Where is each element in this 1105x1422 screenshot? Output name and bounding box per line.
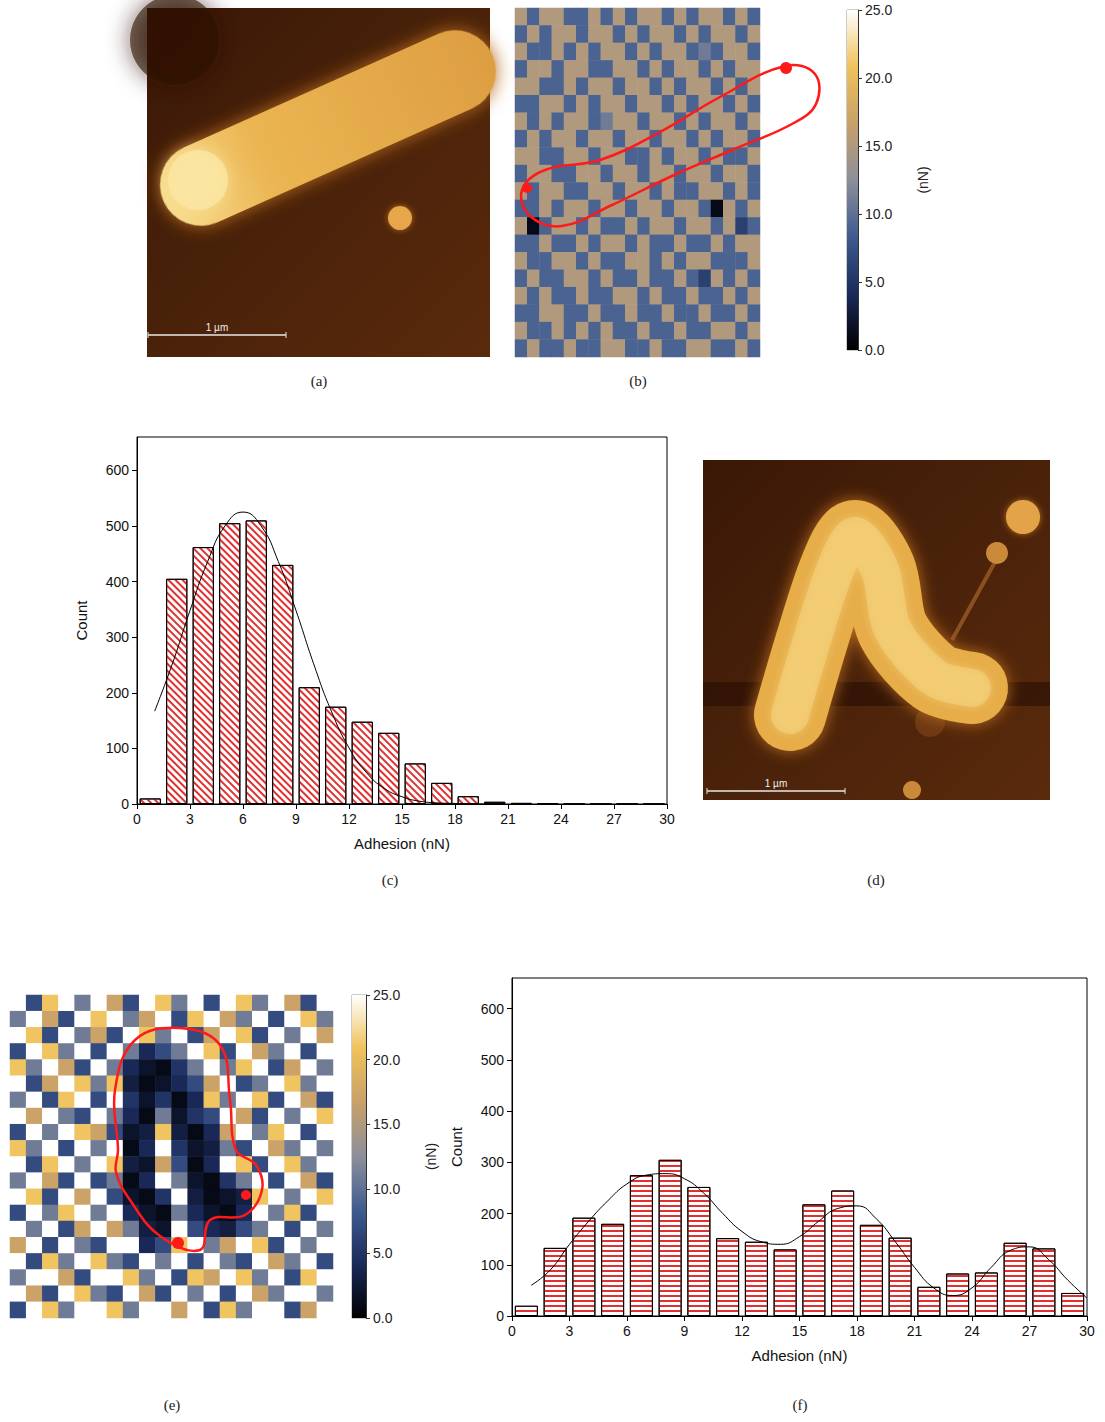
svg-text:20.0: 20.0	[865, 70, 892, 86]
svg-text:9: 9	[292, 811, 300, 827]
svg-text:100: 100	[106, 740, 130, 756]
svg-text:10.0: 10.0	[373, 1181, 400, 1197]
svg-text:200: 200	[481, 1206, 505, 1222]
svg-text:(c): (c)	[382, 872, 399, 889]
svg-text:30: 30	[659, 811, 675, 827]
svg-text:15: 15	[394, 811, 410, 827]
svg-text:24: 24	[553, 811, 569, 827]
svg-text:Count: Count	[448, 1126, 465, 1167]
svg-text:0: 0	[508, 1323, 516, 1339]
svg-text:24: 24	[964, 1323, 980, 1339]
svg-text:200: 200	[106, 685, 130, 701]
svg-text:20.0: 20.0	[373, 1052, 400, 1068]
svg-text:9: 9	[681, 1323, 689, 1339]
svg-text:(d): (d)	[867, 872, 885, 889]
svg-text:10.0: 10.0	[865, 206, 892, 222]
svg-text:0.0: 0.0	[373, 1310, 393, 1326]
svg-text:6: 6	[239, 811, 247, 827]
svg-text:6: 6	[623, 1323, 631, 1339]
svg-text:15: 15	[792, 1323, 808, 1339]
svg-text:(e): (e)	[164, 1397, 181, 1414]
svg-text:30: 30	[1079, 1323, 1095, 1339]
svg-text:(f): (f)	[793, 1397, 808, 1414]
svg-text:15.0: 15.0	[373, 1116, 400, 1132]
svg-text:300: 300	[481, 1154, 505, 1170]
svg-text:3: 3	[566, 1323, 574, 1339]
svg-text:21: 21	[907, 1323, 923, 1339]
svg-text:27: 27	[606, 811, 622, 827]
svg-text:1 µm: 1 µm	[206, 322, 228, 333]
svg-text:0: 0	[133, 811, 141, 827]
svg-text:Count: Count	[73, 600, 90, 641]
svg-text:3: 3	[186, 811, 194, 827]
svg-text:600: 600	[481, 1001, 505, 1017]
svg-text:0: 0	[496, 1308, 504, 1324]
svg-text:25.0: 25.0	[865, 2, 892, 18]
svg-text:600: 600	[106, 462, 130, 478]
svg-text:1 µm: 1 µm	[765, 778, 787, 789]
svg-text:300: 300	[106, 629, 130, 645]
svg-text:12: 12	[734, 1323, 750, 1339]
svg-text:500: 500	[106, 518, 130, 534]
svg-text:15.0: 15.0	[865, 138, 892, 154]
svg-text:18: 18	[849, 1323, 865, 1339]
svg-text:(nN): (nN)	[423, 1143, 439, 1170]
svg-text:400: 400	[481, 1103, 505, 1119]
svg-text:5.0: 5.0	[373, 1245, 393, 1261]
svg-text:100: 100	[481, 1257, 505, 1273]
svg-text:400: 400	[106, 574, 130, 590]
svg-text:27: 27	[1022, 1323, 1038, 1339]
svg-text:12: 12	[341, 811, 357, 827]
svg-text:Adhesion (nN): Adhesion (nN)	[752, 1347, 848, 1364]
svg-text:0.0: 0.0	[865, 342, 885, 358]
svg-text:500: 500	[481, 1052, 505, 1068]
svg-text:21: 21	[500, 811, 516, 827]
svg-text:Adhesion (nN): Adhesion (nN)	[354, 835, 450, 852]
svg-text:5.0: 5.0	[865, 274, 885, 290]
svg-text:(a): (a)	[311, 373, 328, 390]
svg-text:25.0: 25.0	[373, 987, 400, 1003]
svg-text:(b): (b)	[629, 373, 647, 390]
svg-text:(nN): (nN)	[915, 166, 931, 193]
svg-text:18: 18	[447, 811, 463, 827]
svg-text:0: 0	[121, 796, 129, 812]
